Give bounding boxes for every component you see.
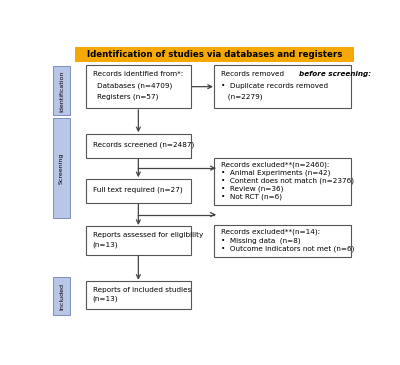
FancyBboxPatch shape — [214, 65, 351, 108]
Text: Databases (n=4709): Databases (n=4709) — [98, 82, 173, 89]
Text: (n=13): (n=13) — [93, 296, 118, 303]
Text: Included: Included — [59, 283, 64, 310]
Text: Identification: Identification — [59, 70, 64, 112]
FancyBboxPatch shape — [214, 225, 351, 257]
FancyBboxPatch shape — [214, 158, 351, 205]
Text: •  Content does not match (n=2376): • Content does not match (n=2376) — [222, 177, 354, 184]
Text: Screening: Screening — [59, 153, 64, 184]
FancyBboxPatch shape — [86, 134, 191, 158]
FancyBboxPatch shape — [86, 65, 191, 108]
Text: Registers (n=57): Registers (n=57) — [98, 93, 159, 100]
FancyBboxPatch shape — [53, 277, 70, 315]
Text: Reports assessed for eligibility: Reports assessed for eligibility — [93, 232, 203, 238]
Text: •  Duplicate records removed: • Duplicate records removed — [222, 82, 328, 89]
Text: •  Review (n=36): • Review (n=36) — [222, 185, 284, 192]
FancyBboxPatch shape — [86, 226, 191, 255]
FancyBboxPatch shape — [86, 179, 191, 203]
FancyBboxPatch shape — [53, 66, 70, 115]
Text: Records excluded**(n=14):: Records excluded**(n=14): — [222, 229, 320, 235]
Text: •  Outcome indicators not met (n=6): • Outcome indicators not met (n=6) — [222, 245, 355, 252]
Text: Reports of included studies: Reports of included studies — [93, 287, 191, 292]
Text: •  Missing data  (n=8): • Missing data (n=8) — [222, 237, 301, 244]
Text: Full text required (n=27): Full text required (n=27) — [93, 186, 182, 193]
Text: Records excluded**(n=2460):: Records excluded**(n=2460): — [222, 161, 330, 168]
Text: (n=13): (n=13) — [93, 241, 118, 248]
Text: Records screened (n=2487): Records screened (n=2487) — [93, 141, 194, 147]
Text: before screening:: before screening: — [299, 71, 371, 77]
FancyBboxPatch shape — [75, 47, 354, 62]
Text: •  Animal Experiments (n=42): • Animal Experiments (n=42) — [222, 169, 331, 176]
Text: (n=2279): (n=2279) — [222, 93, 263, 100]
FancyBboxPatch shape — [53, 118, 70, 218]
Text: Records identified from*:: Records identified from*: — [93, 71, 183, 77]
Text: Identification of studies via databases and registers: Identification of studies via databases … — [87, 50, 342, 59]
FancyBboxPatch shape — [86, 281, 191, 310]
Text: Records removed: Records removed — [222, 71, 287, 77]
Text: •  Not RCT (n=6): • Not RCT (n=6) — [222, 193, 282, 200]
